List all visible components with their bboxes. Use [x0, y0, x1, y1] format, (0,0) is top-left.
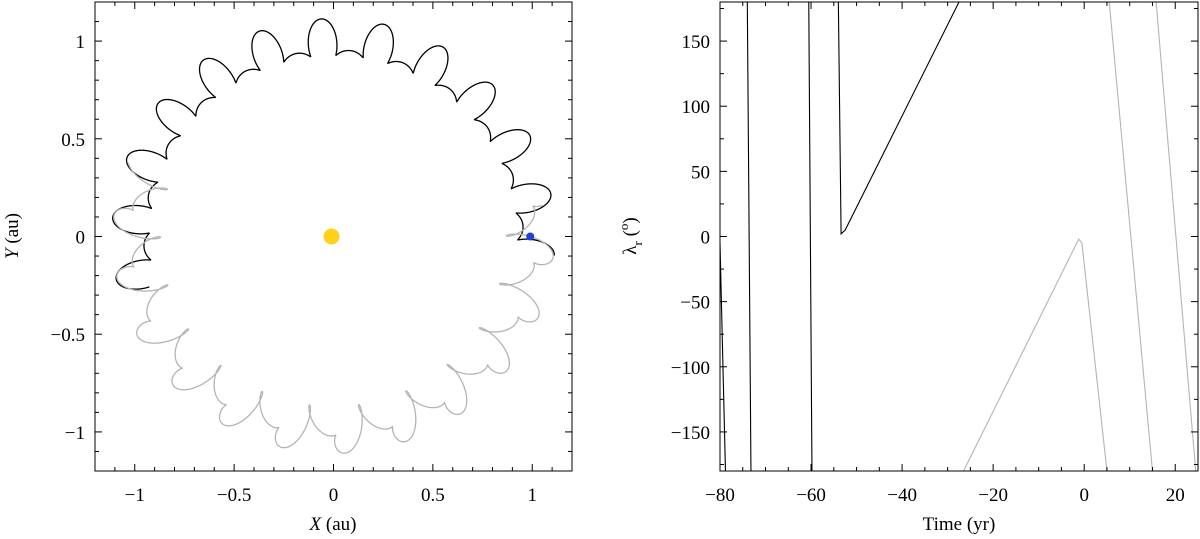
left-y-axis-label: Y (au)	[2, 213, 23, 259]
left-x-tick-label: −1	[125, 485, 145, 506]
lambda-series-gray-segment	[1108, 2, 1154, 471]
left-x-tick-label: 1	[528, 485, 538, 506]
lambda-series-black-segment	[746, 2, 752, 471]
left-y-tick-label: 0	[76, 228, 86, 249]
right-y-axis-label: λr (o)	[616, 217, 645, 254]
left-y-tick-label: 0.5	[61, 130, 85, 151]
right-series-lines	[720, 2, 1197, 471]
right-y-tick-label: 50	[691, 162, 710, 183]
left-x-tick-label: −0.5	[217, 485, 251, 506]
right-x-tick-label: 0	[1079, 485, 1089, 506]
orbit-series-black	[112, 18, 555, 290]
right-y-tick-label: −100	[671, 358, 710, 379]
right-y-tick-label: 0	[701, 228, 711, 249]
lambda-series-black-segment	[837, 2, 960, 236]
right-y-tick-label: −150	[671, 423, 710, 444]
left-x-tick-label: 0.5	[421, 485, 445, 506]
orbit-series-gray	[113, 162, 554, 454]
left-x-axis-label: X (au)	[309, 514, 357, 535]
left-y-tick-label: −0.5	[51, 325, 85, 346]
right-x-tick-label: 20	[1166, 485, 1185, 506]
left-panel-orbit-plot: −1 −0.5 0 0.5 1 −1 −0.5 0 0.5 1 X (au) Y (au)	[2, 1, 573, 535]
right-y-tick-label: 100	[682, 97, 711, 118]
left-orbit-lines	[112, 18, 555, 454]
sun-marker	[323, 228, 340, 245]
right-y-tick-label: −50	[680, 293, 710, 314]
right-axis-ticks: −80 −60 −40 −20 0 20 −150 −100 −50 0 50 100 150	[671, 2, 1199, 506]
right-x-tick-label: −80	[705, 485, 735, 506]
earth-marker	[526, 232, 535, 241]
lambda-series-black-segment	[808, 2, 813, 471]
lambda-series-gray-segment	[963, 238, 1108, 471]
left-x-tick-label: 0	[329, 485, 339, 506]
right-x-tick-label: −40	[887, 485, 917, 506]
right-x-tick-label: −20	[978, 485, 1008, 506]
right-x-tick-label: −60	[796, 485, 826, 506]
lambda-series-black-segment	[720, 242, 727, 471]
right-y-tick-label: 150	[682, 32, 711, 53]
left-y-tick-label: −1	[65, 423, 85, 444]
lambda-series-gray-segment	[1155, 2, 1197, 471]
left-axis-ticks: −1 −0.5 0 0.5 1 −1 −0.5 0 0.5 1	[51, 2, 572, 506]
right-x-axis-label: Time (yr)	[923, 514, 996, 535]
left-y-tick-label: 1	[76, 32, 86, 53]
right-axis-frame	[719, 1, 1199, 472]
right-panel-lambda-plot: −80 −60 −40 −20 0 20 −150 −100 −50 0 50 100 150 Time…	[616, 1, 1199, 535]
